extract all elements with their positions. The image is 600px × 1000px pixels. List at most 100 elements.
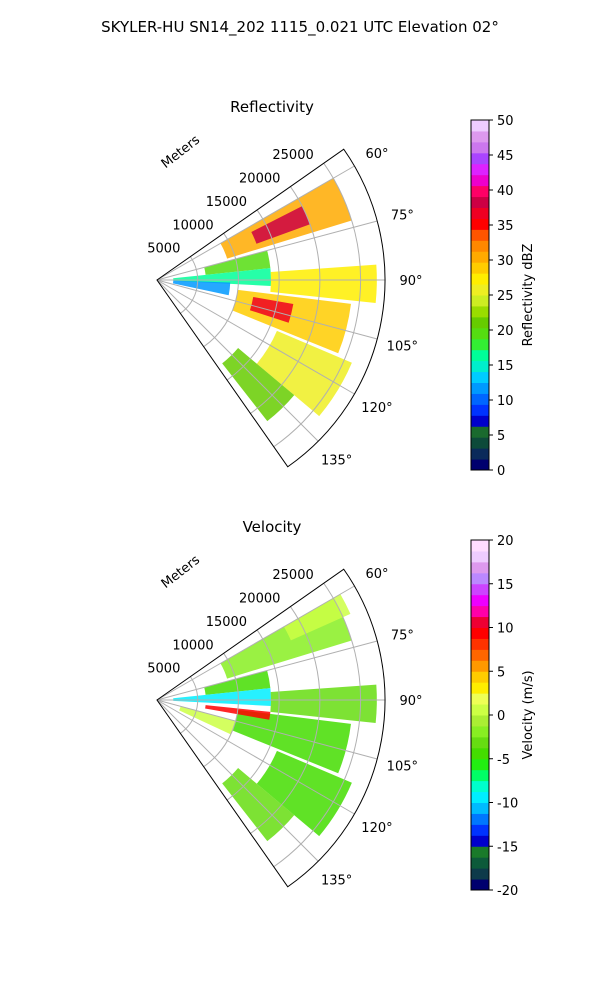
colorbar-tick-label: -20 bbox=[497, 884, 518, 899]
colorbar-swatch bbox=[471, 327, 489, 340]
velocity-colorbar: -20 -15 -10 -5 0 5 10 15 20 Velocity (m/s) bbox=[470, 534, 536, 899]
colorbar-swatch bbox=[471, 382, 489, 394]
colorbar-swatch bbox=[471, 813, 489, 825]
azimuth-tick-label: 90° bbox=[399, 694, 422, 709]
colorbar-swatch bbox=[471, 758, 489, 771]
colorbar-swatch bbox=[471, 251, 489, 263]
range-ring bbox=[250, 186, 321, 414]
colorbar-swatch bbox=[471, 163, 489, 176]
colorbar-tick-label: 30 bbox=[497, 254, 514, 269]
velocity-panel: Velocity 5000 10000 15000 20000 25000 60° 75° 9… bbox=[147, 518, 422, 889]
colorbar-swatch bbox=[471, 185, 489, 198]
azimuth-tick-label: 75° bbox=[391, 628, 414, 643]
colorbar-swatch bbox=[471, 273, 489, 285]
reflectivity-grid bbox=[156, 148, 386, 468]
colorbar-swatch bbox=[471, 196, 489, 208]
echo-region bbox=[283, 594, 351, 641]
colorbar-swatch bbox=[471, 174, 489, 187]
echo-region bbox=[222, 348, 295, 422]
colorbar-label: Reflectivity dBZ bbox=[521, 244, 536, 347]
colorbar-swatch bbox=[471, 360, 489, 373]
radial-tick-label: 5000 bbox=[147, 242, 180, 257]
reflectivity-panel: Reflectivity 5000 10000 15000 20000 25000 60°… bbox=[147, 98, 422, 469]
colorbar-tick-label: 10 bbox=[497, 622, 514, 637]
range-ring bbox=[203, 233, 239, 348]
azimuth-gridline bbox=[156, 699, 355, 815]
colorbar-swatch bbox=[471, 736, 489, 749]
colorbar-swatch bbox=[471, 305, 489, 318]
colorbar-tick-label: 45 bbox=[497, 149, 514, 164]
colorbar-swatch bbox=[471, 857, 489, 869]
echo-region bbox=[204, 250, 271, 275]
colorbar-swatch bbox=[471, 207, 489, 219]
echo-region bbox=[256, 750, 352, 837]
colorbar-swatch bbox=[471, 846, 489, 858]
azimuth-tick-label: 75° bbox=[391, 208, 414, 223]
colorbar-tick-label: 50 bbox=[497, 114, 514, 129]
range-ring bbox=[226, 629, 280, 801]
azimuth-gridline bbox=[156, 699, 378, 760]
colorbar-swatch bbox=[471, 218, 489, 230]
colorbar-swatch bbox=[471, 791, 489, 803]
reflectivity-title: Reflectivity bbox=[230, 98, 314, 116]
azimuth-tick-label: 60° bbox=[365, 567, 388, 582]
colorbar-swatch bbox=[471, 262, 489, 274]
echo-region bbox=[222, 768, 295, 842]
colorbar-swatch bbox=[471, 868, 489, 880]
range-ring bbox=[203, 653, 239, 768]
colorbar-swatch bbox=[471, 141, 489, 154]
colorbar-swatch bbox=[471, 349, 489, 362]
echo-region bbox=[179, 706, 236, 735]
colorbar-tick-label: -15 bbox=[497, 840, 518, 855]
colorbar-swatch bbox=[471, 229, 489, 241]
colorbar-tick-label: 10 bbox=[497, 394, 514, 409]
azimuth-tick-label: 105° bbox=[387, 340, 418, 355]
colorbar-swatch bbox=[471, 605, 489, 618]
colorbar-swatch bbox=[471, 120, 489, 132]
echo-region bbox=[232, 709, 351, 774]
velocity-grid bbox=[156, 568, 386, 888]
colorbar-tick-label: 0 bbox=[497, 709, 505, 724]
colorbar-swatch bbox=[471, 404, 489, 416]
azimuth-tick-label: 120° bbox=[361, 821, 392, 836]
range-ring bbox=[250, 606, 321, 834]
colorbar-tick-label: -5 bbox=[497, 753, 510, 768]
radial-tick-label: 25000 bbox=[272, 148, 313, 163]
colorbar-swatch bbox=[471, 660, 489, 672]
reflectivity-colorbar: 0 5 10 15 20 25 30 35 40 45 50 Reflectivity dBZ bbox=[470, 114, 536, 479]
colorbar-swatch bbox=[471, 437, 489, 449]
range-ring bbox=[273, 162, 361, 448]
colorbar-swatch bbox=[471, 583, 489, 596]
colorbar-swatch bbox=[471, 616, 489, 628]
azimuth-gridline bbox=[156, 165, 355, 281]
azimuth-gridline bbox=[156, 699, 319, 862]
radial-tick-label: 5000 bbox=[147, 662, 180, 677]
colorbar-tick-label: 20 bbox=[497, 534, 514, 549]
colorbar-swatch bbox=[471, 448, 489, 460]
reflectivity-echoes bbox=[172, 178, 377, 422]
figure-title: SKYLER-HU SN14_202 1115_0.021 UTC Elevat… bbox=[101, 18, 499, 37]
colorbar-swatch bbox=[471, 561, 489, 574]
colorbar-swatch bbox=[471, 130, 489, 143]
colorbar-swatch bbox=[471, 780, 489, 793]
colorbar-swatch bbox=[471, 594, 489, 607]
colorbar-tick-label: 25 bbox=[497, 289, 514, 304]
colorbar-tick-label: 15 bbox=[497, 359, 514, 374]
colorbar-swatch bbox=[471, 879, 489, 891]
azimuth-tick-label: 120° bbox=[361, 401, 392, 416]
radial-tick-label: 20000 bbox=[239, 592, 280, 607]
azimuth-gridline bbox=[156, 640, 378, 701]
colorbar-swatch bbox=[471, 682, 489, 694]
colorbar-swatch bbox=[471, 671, 489, 683]
colorbar-tick-label: 20 bbox=[497, 324, 514, 339]
velocity-echoes bbox=[173, 594, 377, 842]
echo-region bbox=[204, 670, 271, 695]
colorbar-swatch bbox=[471, 704, 489, 716]
colorbar-tick-label: 35 bbox=[497, 219, 514, 234]
azimuth-gridline bbox=[156, 220, 378, 281]
colorbar-swatch bbox=[471, 295, 489, 307]
azimuth-gridline bbox=[156, 279, 378, 340]
azimuth-tick-label: 90° bbox=[399, 274, 422, 289]
colorbar-swatch bbox=[471, 371, 489, 383]
